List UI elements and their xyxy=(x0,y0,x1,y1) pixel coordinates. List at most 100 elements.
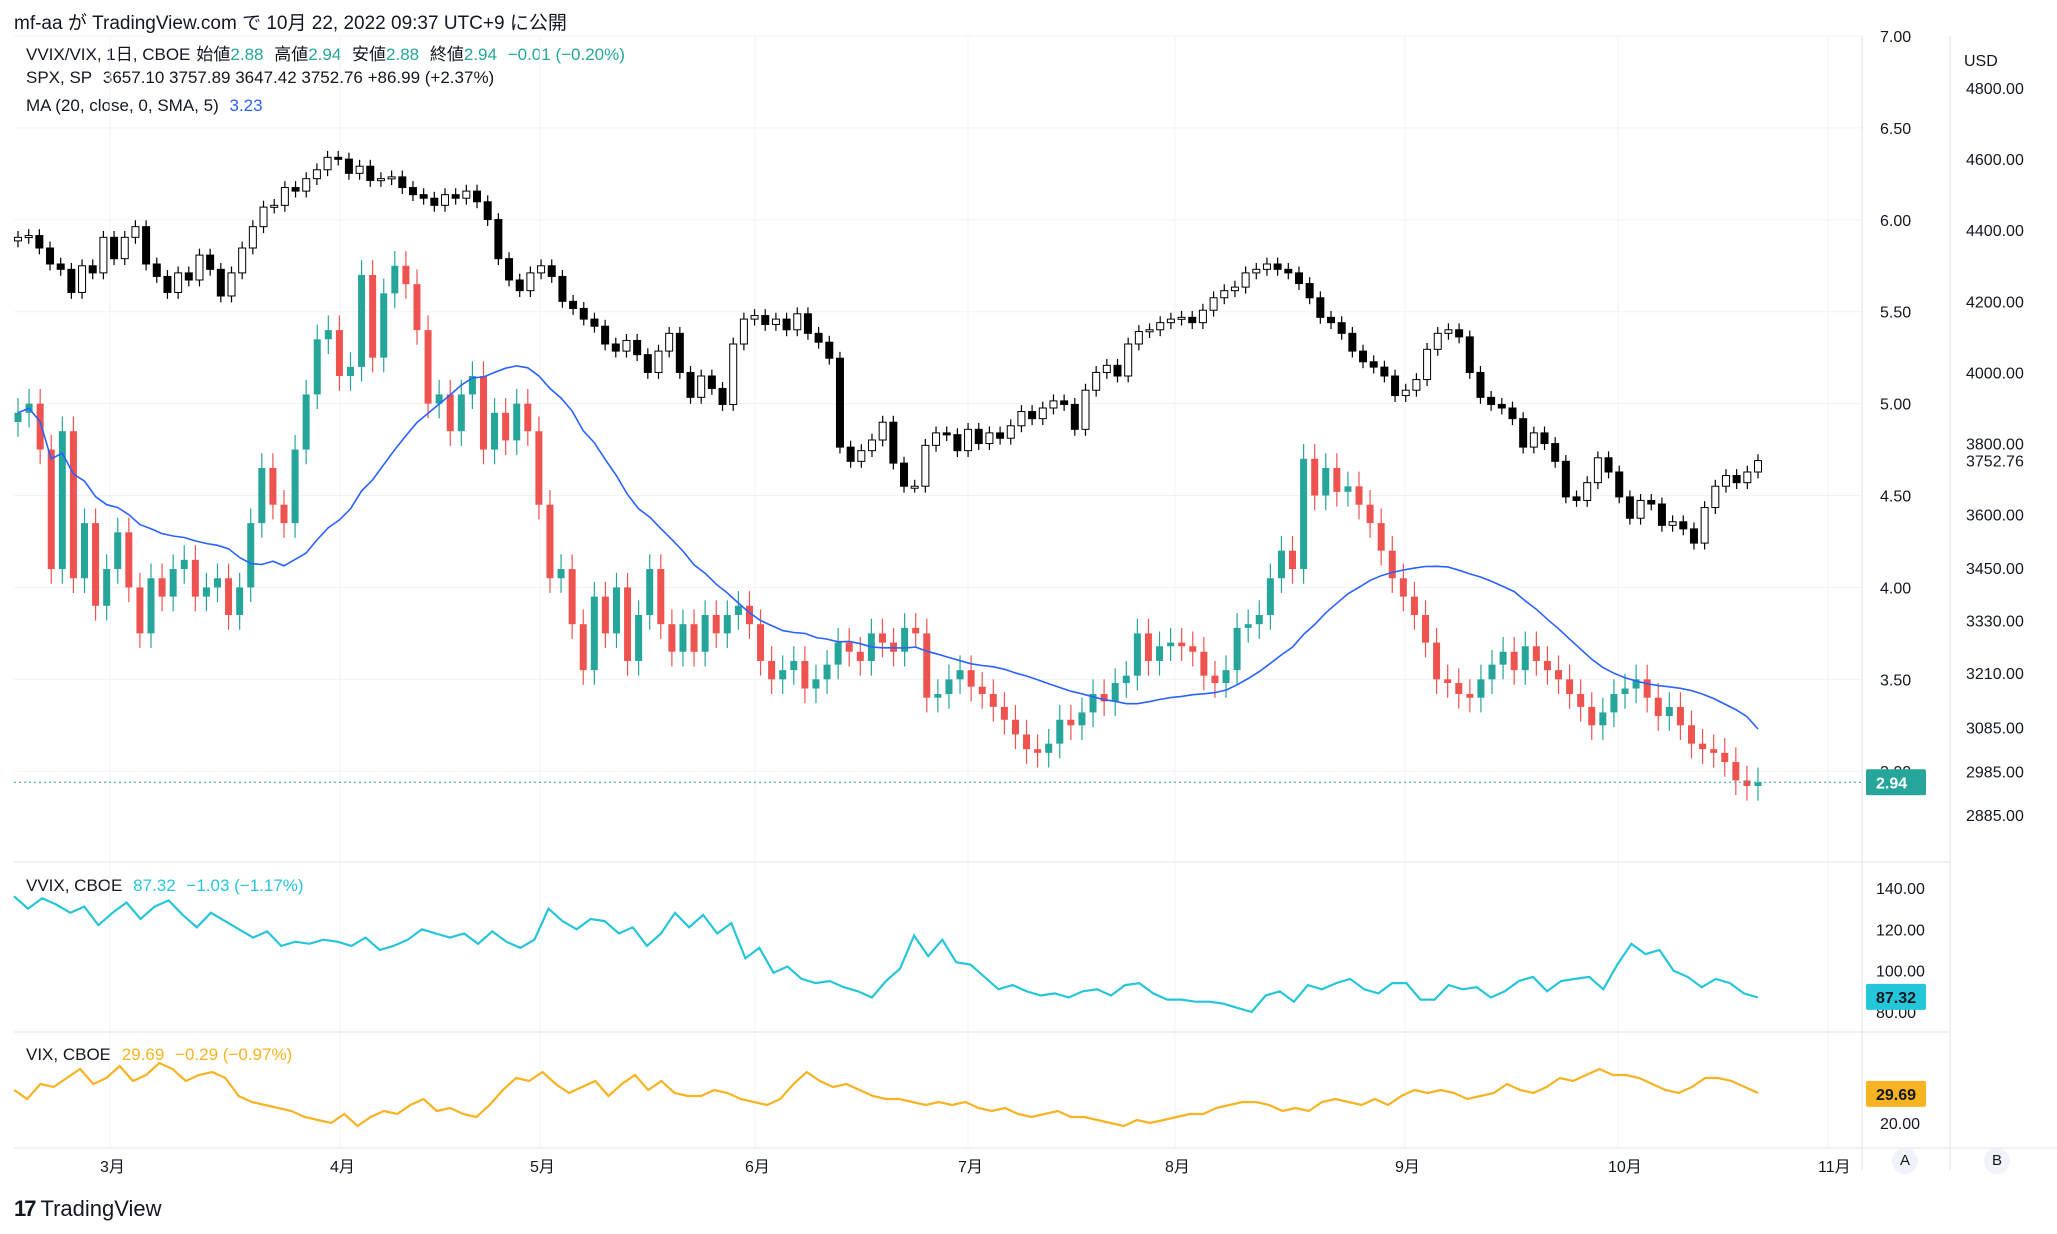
ma-label[interactable]: MA (20, close, 0, SMA, 5) xyxy=(26,96,219,115)
spx-candle xyxy=(1625,496,1634,519)
time-tick-label: 8月 xyxy=(1165,1159,1190,1176)
ratio-candle xyxy=(1399,578,1407,597)
spx-candle xyxy=(1348,332,1357,352)
spx-candle xyxy=(1262,263,1271,270)
spx-candle xyxy=(537,265,546,274)
spx-candle xyxy=(1508,407,1517,420)
spx-candle xyxy=(78,265,87,293)
spx-candle xyxy=(996,432,1005,439)
ratio-candle xyxy=(1632,679,1640,689)
publish-info: mf-aa が TradingView.com で 10月 22, 2022 0… xyxy=(14,13,567,34)
ratio-axis[interactable]: 7.006.506.005.505.004.504.003.503.00 xyxy=(1880,29,1911,781)
open-label: 始値 xyxy=(196,45,231,64)
spx-candle xyxy=(142,226,151,265)
ratio-last-label-bg xyxy=(1866,769,1926,796)
spx-symbol[interactable]: SPX, SP xyxy=(26,68,93,87)
vvix-last-label: 87.32 xyxy=(1876,990,1916,1007)
spx-candle xyxy=(24,235,33,239)
vix-last-label-bg xyxy=(1866,1080,1926,1107)
tv-logo-text: TradingView xyxy=(40,1196,162,1221)
ratio-candle xyxy=(191,559,199,597)
main-symbol[interactable]: VVIX/VIX, 1日, CBOE xyxy=(26,45,191,64)
tradingview-logo[interactable]: 17 TradingView xyxy=(14,1196,162,1222)
ratio-candle xyxy=(1233,627,1241,671)
spx-candle xyxy=(206,254,215,270)
ratio-candle xyxy=(1643,679,1651,698)
ratio-candle xyxy=(313,339,321,395)
spx-candle xyxy=(1337,322,1346,334)
spx-candle xyxy=(1636,499,1645,519)
ratio-candle xyxy=(1532,646,1540,661)
ratio-candle xyxy=(1078,712,1086,726)
spx-candle xyxy=(1391,375,1400,397)
ratio-candle xyxy=(1355,486,1363,505)
ratio-candle xyxy=(745,605,753,625)
ratio-candle xyxy=(1034,749,1042,753)
spx-candle xyxy=(729,343,738,405)
vix-symbol[interactable]: VIX, CBOE xyxy=(26,1045,112,1064)
ratio-candle xyxy=(1366,504,1374,524)
spx-candle xyxy=(590,318,599,327)
spx-candle xyxy=(1476,371,1485,398)
spx-candle xyxy=(1134,331,1143,345)
vvix-line xyxy=(13,895,1759,1014)
ratio-candle xyxy=(169,569,177,597)
spx-candle xyxy=(1401,389,1410,397)
ratio-candle xyxy=(1433,642,1441,680)
ratio-last-label: 2.94 xyxy=(1876,775,1907,792)
auto-scale-button[interactable]: A xyxy=(1892,1148,1918,1174)
ratio-candle xyxy=(302,394,310,450)
ratio-candle xyxy=(258,467,266,524)
spx-candle xyxy=(782,318,791,331)
ratio-candle xyxy=(202,587,210,597)
ratio-candle xyxy=(912,627,920,634)
ratio-candle xyxy=(1333,467,1341,492)
time-axis[interactable]: 3月 4月 5月 6月 7月 8月 9月 10月 11月 xyxy=(100,1159,1851,1176)
scale-b-button[interactable]: B xyxy=(1984,1148,2010,1174)
spx-candles xyxy=(14,150,1762,550)
spx-tick-label: 2885.00 xyxy=(1966,808,2024,825)
spx-candle xyxy=(814,332,823,343)
ratio-candle xyxy=(1599,712,1607,726)
ratio-tick-label: 3.50 xyxy=(1880,672,1911,689)
spx-candle xyxy=(654,350,663,373)
spx-axis[interactable]: 4800.00 4600.00 4400.00 4200.00 4000.00 3800.… xyxy=(1966,81,2024,825)
spx-candle xyxy=(686,371,695,398)
ratio-candle xyxy=(236,587,244,615)
time-tick-label: 5月 xyxy=(530,1159,555,1176)
ratio-candle xyxy=(291,449,299,524)
spx-candle xyxy=(921,444,930,487)
ratio-candle xyxy=(446,394,454,432)
spx-candle xyxy=(889,421,898,464)
ma-line xyxy=(17,365,1759,730)
spx-candle xyxy=(1743,471,1752,484)
ratio-candle xyxy=(103,569,111,606)
last-value-labels: 2.94 3752.76 87.32 29.69 xyxy=(1866,453,2024,1107)
spx-candle xyxy=(1166,318,1175,324)
ratio-candle xyxy=(1654,697,1662,717)
spx-candle xyxy=(622,339,631,352)
spx-candle xyxy=(1455,329,1464,338)
ratio-candle xyxy=(1588,706,1596,726)
spx-candle xyxy=(675,332,684,373)
spx-candle xyxy=(707,375,716,389)
ratio-candle xyxy=(1244,624,1252,628)
spx-candle xyxy=(761,315,770,325)
ratio-candle xyxy=(1455,683,1463,695)
ratio-candle xyxy=(1499,651,1507,665)
ratio-candle xyxy=(723,615,731,634)
vvix-value: 87.32 xyxy=(133,876,176,895)
spx-tick-label: 3800.00 xyxy=(1966,437,2024,454)
ratio-candle xyxy=(1444,679,1452,684)
spx-candle xyxy=(910,485,919,489)
ratio-candle xyxy=(1488,664,1496,680)
vix-axis[interactable]: 20.00 xyxy=(1880,1116,1920,1133)
spx-candle xyxy=(1252,268,1261,274)
close-value: 2.94 xyxy=(463,45,497,64)
vvix-symbol[interactable]: VVIX, CBOE xyxy=(26,876,123,895)
ratio-candle xyxy=(1311,458,1319,496)
ratio-candle xyxy=(1045,743,1053,753)
spx-candle xyxy=(1327,316,1336,324)
